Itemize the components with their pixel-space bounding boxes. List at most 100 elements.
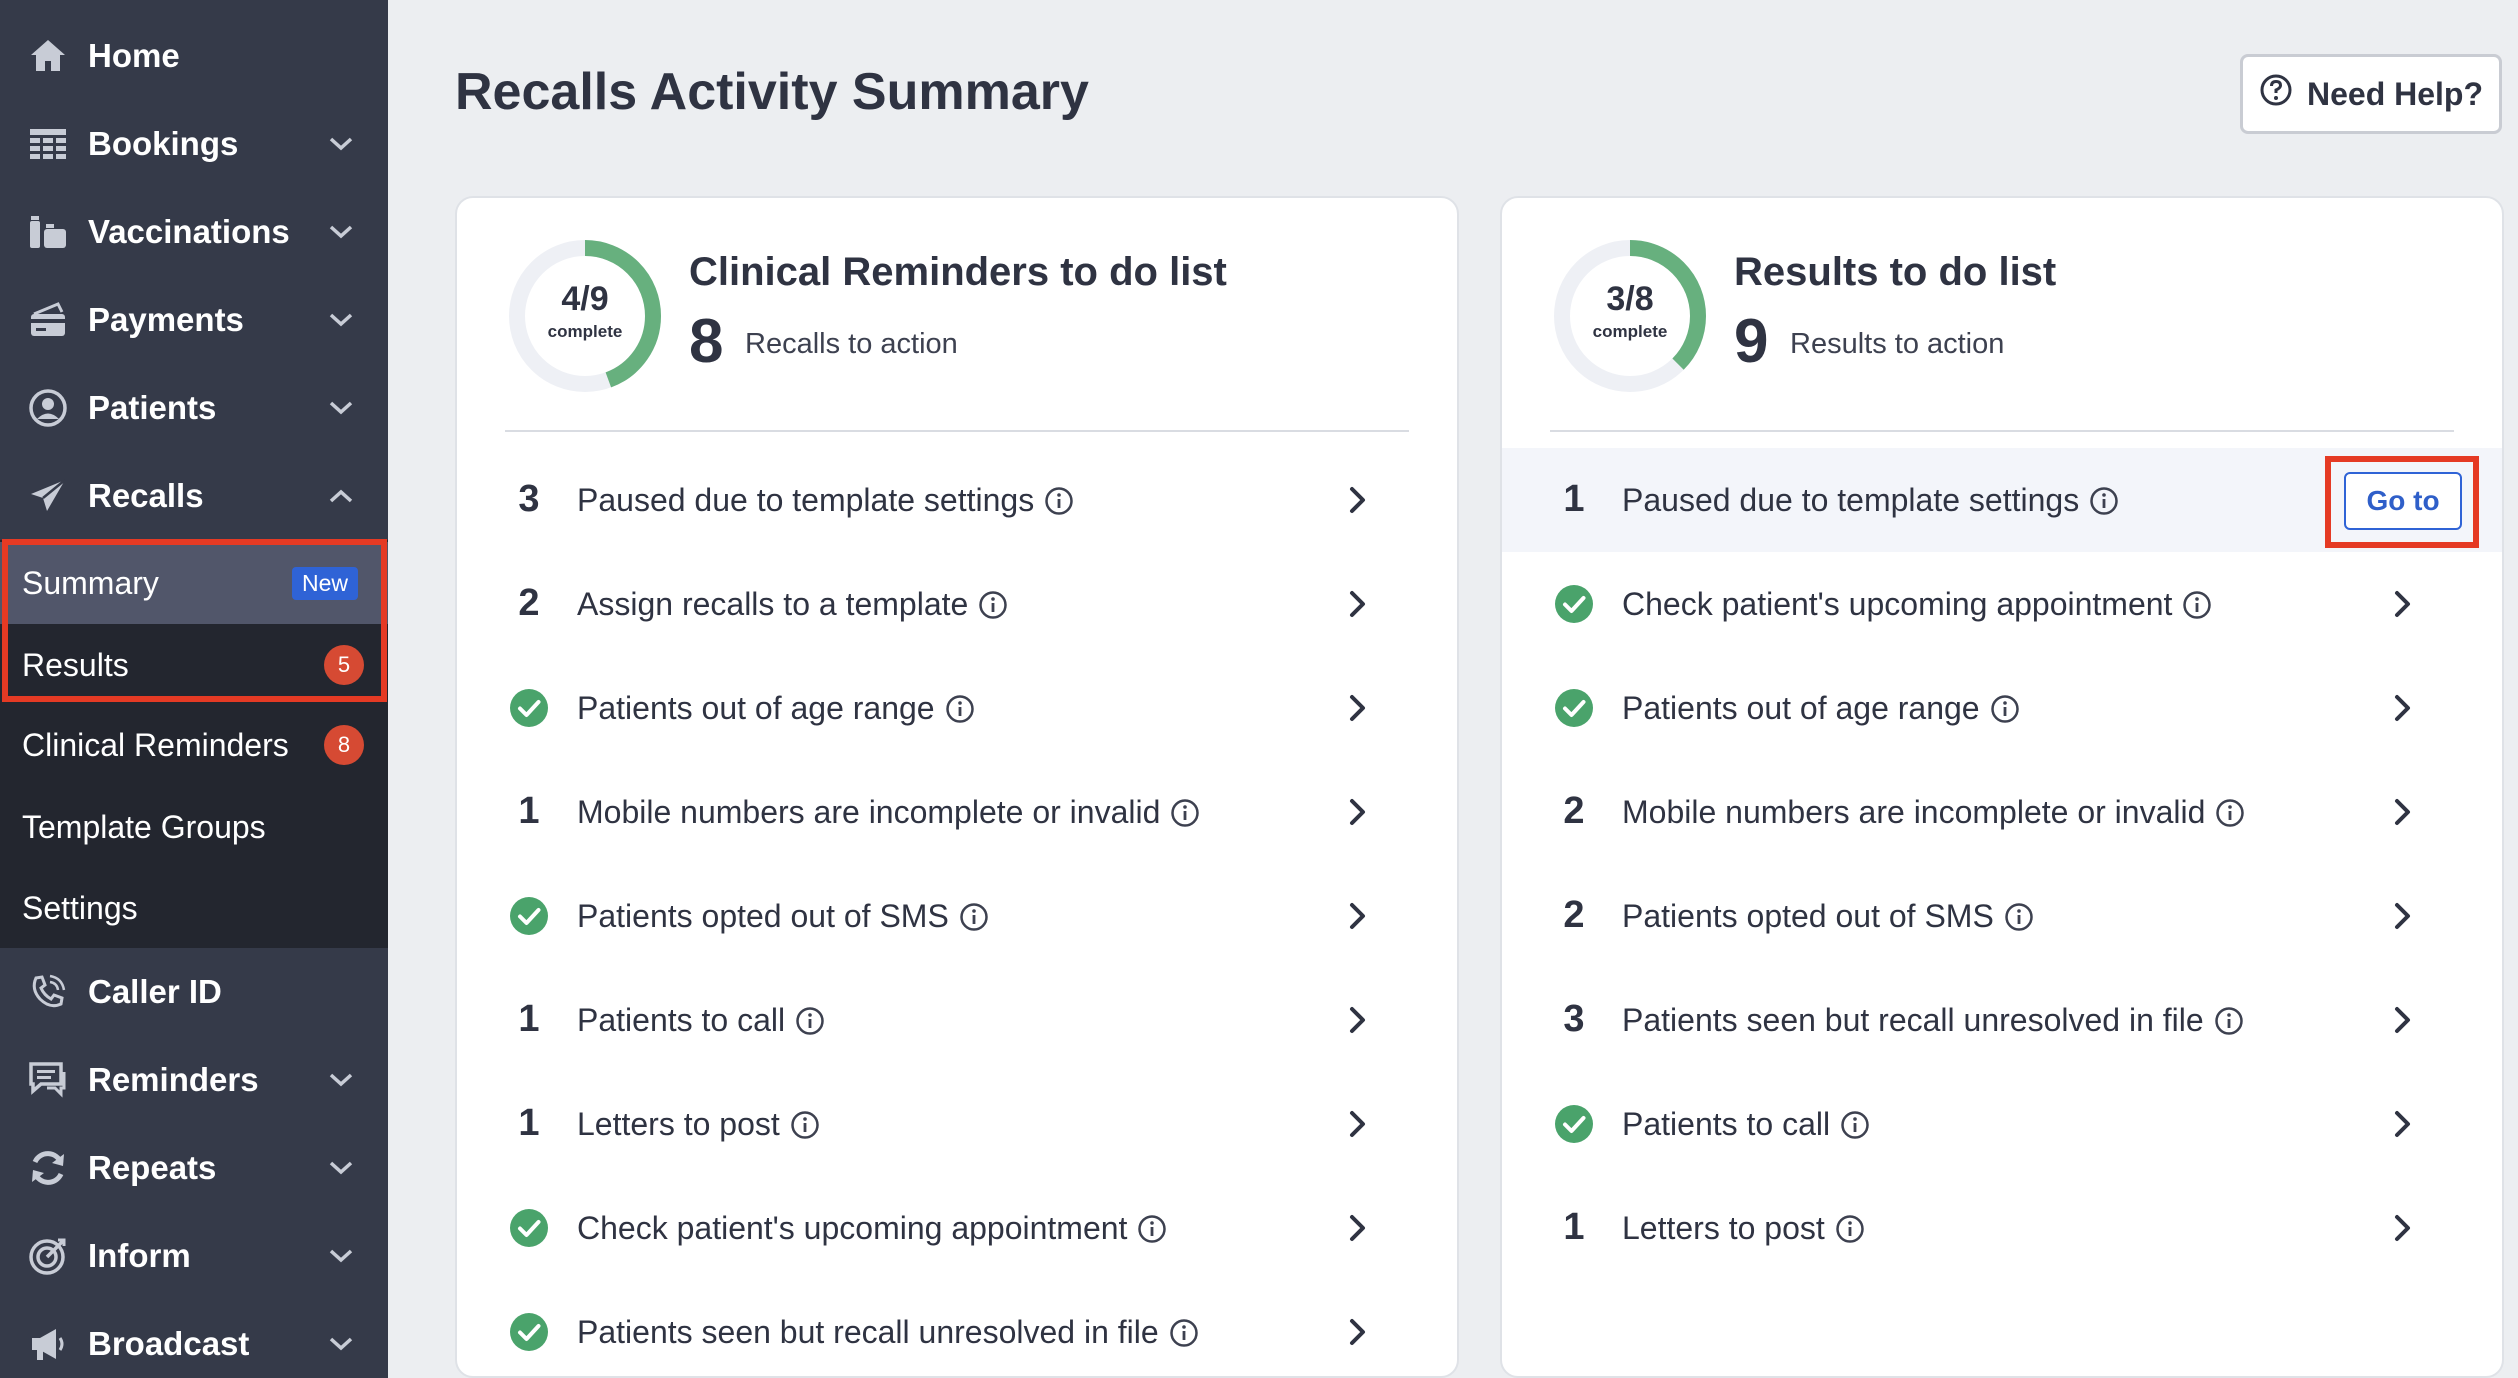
chevron-right-icon[interactable] <box>2388 900 2418 932</box>
chevron-right-icon[interactable] <box>2388 588 2418 620</box>
task-label: Check patient's upcoming appointment <box>1622 586 2212 623</box>
task-row[interactable]: Patients opted out of SMS <box>457 864 1457 968</box>
sidebar-item-bookings[interactable]: Bookings <box>0 100 388 188</box>
info-icon[interactable] <box>945 694 975 724</box>
task-row[interactable]: Check patient's upcoming appointment <box>457 1176 1457 1280</box>
chevron-right-icon[interactable] <box>2388 1004 2418 1036</box>
task-row[interactable]: 1 Patients to call <box>457 968 1457 1072</box>
task-row[interactable]: 1 Letters to post <box>457 1072 1457 1176</box>
task-row[interactable]: 1 Mobile numbers are incomplete or invali… <box>457 760 1457 864</box>
progress-ring <box>1554 240 1706 392</box>
task-row[interactable]: 2 Patients opted out of SMS <box>1502 864 2502 968</box>
sidebar-subitem-settings[interactable]: Settings <box>0 867 388 949</box>
sidebar-subitem-template-groups[interactable]: Template Groups <box>0 786 388 868</box>
info-icon[interactable] <box>2214 1006 2244 1036</box>
task-label: Patients out of age range <box>1622 690 2020 727</box>
sidebar-item-home[interactable]: Home <box>0 12 388 100</box>
sidebar-item-reminders[interactable]: Reminders <box>0 1036 388 1124</box>
task-label: Patients opted out of SMS <box>1622 898 2034 935</box>
info-icon[interactable] <box>978 590 1008 620</box>
chevron-right-icon[interactable] <box>1343 588 1373 620</box>
chevron-right-icon[interactable] <box>2388 1108 2418 1140</box>
chevron-right-icon[interactable] <box>1343 484 1373 516</box>
info-icon[interactable] <box>2182 590 2212 620</box>
action-count-label: Results to action <box>1790 328 2005 360</box>
sidebar-item-label: Reminders <box>88 1061 259 1098</box>
task-row[interactable]: Patients to call <box>1502 1072 2502 1176</box>
divider <box>1550 430 2454 432</box>
chevron-right-icon[interactable] <box>2388 692 2418 724</box>
info-icon[interactable] <box>1169 1318 1199 1348</box>
task-label: Letters to post <box>577 1106 820 1143</box>
chevron-down-icon <box>326 217 356 247</box>
info-icon[interactable] <box>2004 902 2034 932</box>
sidebar-subitem-clinical-reminders[interactable]: Clinical Reminders 8 <box>0 704 388 786</box>
chevron-down-icon <box>326 1065 356 1095</box>
info-icon[interactable] <box>1170 798 1200 828</box>
page-title: Recalls Activity Summary <box>455 63 1089 121</box>
check-circle-icon <box>509 1312 549 1352</box>
task-row[interactable]: 3 Paused due to template settings <box>457 448 1457 552</box>
chevron-right-icon[interactable] <box>1343 796 1373 828</box>
check-circle-icon <box>509 1208 549 1248</box>
megaphone-icon <box>26 1322 70 1366</box>
check-circle-icon <box>509 688 549 728</box>
go-to-button[interactable]: Go to <box>2344 472 2462 530</box>
info-icon[interactable] <box>2215 798 2245 828</box>
sidebar-subitem-results[interactable]: Results 5 <box>0 624 388 706</box>
chevron-right-icon[interactable] <box>1343 1004 1373 1036</box>
sidebar-item-recalls[interactable]: Recalls <box>0 452 388 540</box>
chevron-right-icon[interactable] <box>1343 1108 1373 1140</box>
sidebar-item-vaccinations[interactable]: Vaccinations <box>0 188 388 276</box>
count-badge: 8 <box>324 725 364 765</box>
task-row[interactable]: Patients out of age range <box>457 656 1457 760</box>
task-label-text: Paused due to template settings <box>1622 482 2080 518</box>
info-icon[interactable] <box>1044 486 1074 516</box>
progress-ring <box>509 240 661 392</box>
sidebar-item-inform[interactable]: Inform <box>0 1212 388 1300</box>
chevron-right-icon[interactable] <box>2388 1212 2418 1244</box>
info-icon[interactable] <box>1990 694 2020 724</box>
task-row[interactable]: Check patient's upcoming appointment <box>1502 552 2502 656</box>
sidebar-item-label: Broadcast <box>88 1325 250 1362</box>
task-row[interactable]: Patients out of age range <box>1502 656 2502 760</box>
info-icon[interactable] <box>1835 1214 1865 1244</box>
task-row[interactable]: 2 Assign recalls to a template <box>457 552 1457 656</box>
info-icon[interactable] <box>1137 1214 1167 1244</box>
chevron-right-icon[interactable] <box>1343 1316 1373 1348</box>
task-label: Assign recalls to a template <box>577 586 1008 623</box>
info-icon[interactable] <box>2089 486 2119 516</box>
task-label-text: Paused due to template settings <box>577 482 1035 518</box>
info-icon[interactable] <box>795 1006 825 1036</box>
task-label-text: Patients seen but recall unresolved in f… <box>577 1314 1159 1350</box>
sidebar-item-payments[interactable]: Payments <box>0 276 388 364</box>
sidebar-subitem-summary[interactable]: Summary New <box>0 542 388 624</box>
task-row[interactable]: 2 Mobile numbers are incomplete or invali… <box>1502 760 2502 864</box>
check-circle-icon <box>509 896 549 936</box>
sidebar-item-caller-id[interactable]: Caller ID <box>0 948 388 1036</box>
chevron-down-icon <box>326 393 356 423</box>
task-label: Check patient's upcoming appointment <box>577 1210 1167 1247</box>
sidebar-item-broadcast[interactable]: Broadcast <box>0 1300 388 1378</box>
task-count: 3 <box>1563 998 1585 1040</box>
chevron-right-icon[interactable] <box>1343 1212 1373 1244</box>
chevron-right-icon[interactable] <box>1343 900 1373 932</box>
task-label-text: Patients out of age range <box>577 690 935 726</box>
task-label-text: Assign recalls to a template <box>577 586 969 622</box>
chevron-right-icon[interactable] <box>1343 692 1373 724</box>
task-row[interactable]: Patients seen but recall unresolved in f… <box>457 1280 1457 1376</box>
divider <box>505 430 1409 432</box>
chevron-right-icon[interactable] <box>2388 796 2418 828</box>
task-row[interactable]: 1 Paused due to template settings Go to <box>1502 448 2502 552</box>
info-icon[interactable] <box>1840 1110 1870 1140</box>
need-help-button[interactable]: Need Help? <box>2240 54 2502 134</box>
task-row[interactable]: 3 Patients seen but recall unresolved in … <box>1502 968 2502 1072</box>
info-icon[interactable] <box>959 902 989 932</box>
calendar-grid-icon <box>26 122 70 166</box>
info-icon[interactable] <box>790 1110 820 1140</box>
check-circle-icon <box>1554 584 1594 624</box>
sidebar-item-patients[interactable]: Patients <box>0 364 388 452</box>
sidebar-item-repeats[interactable]: Repeats <box>0 1124 388 1212</box>
task-label: Patients out of age range <box>577 690 975 727</box>
task-row[interactable]: 1 Letters to post <box>1502 1176 2502 1280</box>
